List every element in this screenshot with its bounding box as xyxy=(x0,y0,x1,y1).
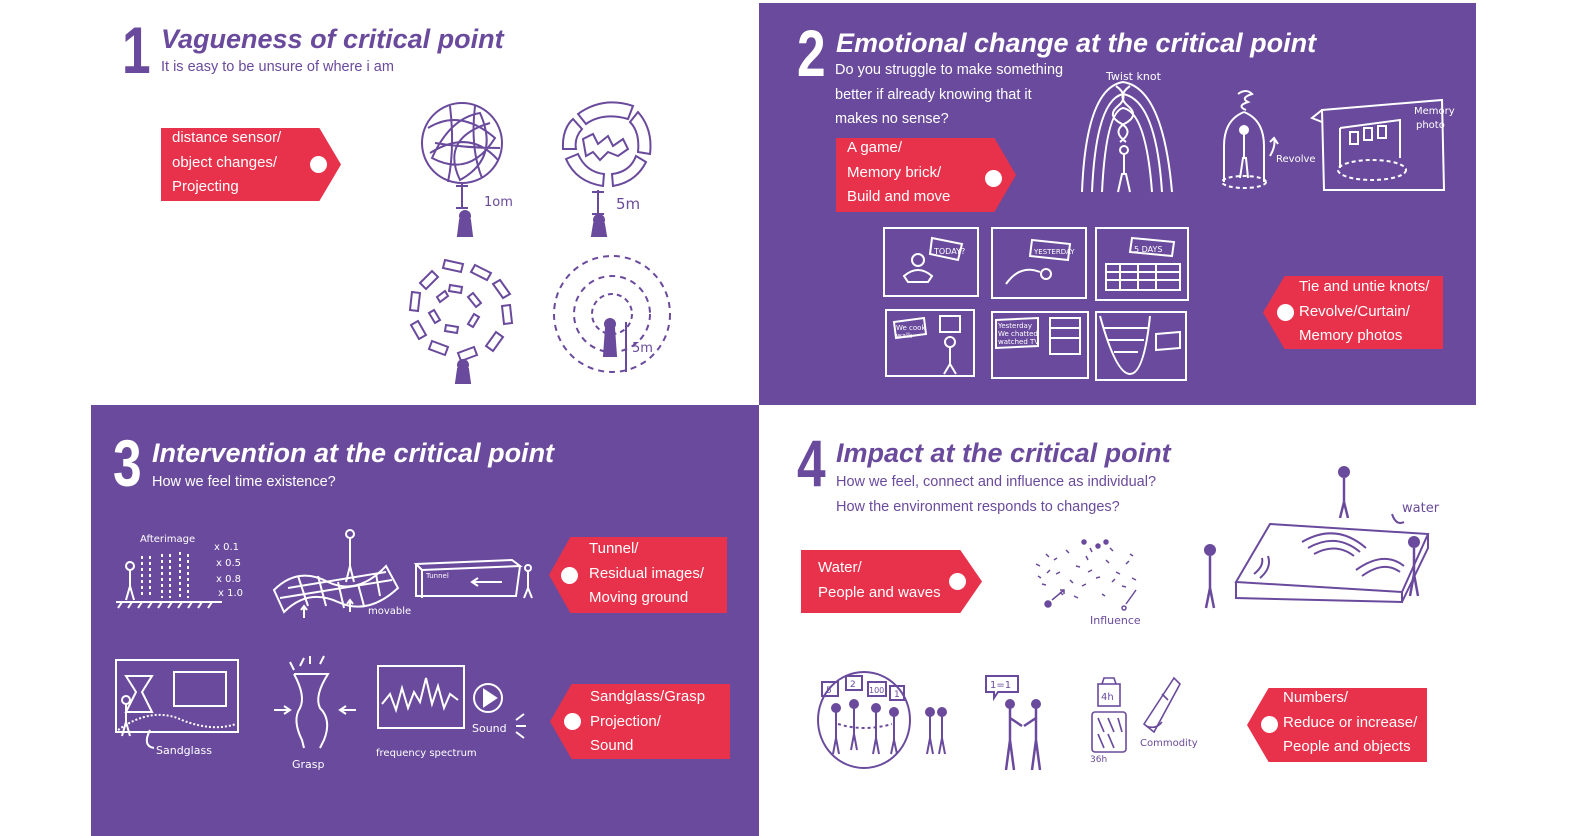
sketch-label: Influence xyxy=(1090,614,1141,627)
section-title: Vagueness of critical point xyxy=(161,24,504,54)
one-equals-one-sketch: 1=1 xyxy=(985,675,1042,771)
tunnel-sketch: Tunnel xyxy=(413,558,533,599)
sketch-label: water xyxy=(1402,501,1440,516)
section-subtitle: It is easy to be unsure of where i am xyxy=(161,59,394,75)
memory-photo-sketch: Memory photo xyxy=(1310,98,1455,191)
feature-tag: Tie and untie knots/ Revolve/Curtain/ Me… xyxy=(1263,276,1443,349)
sketch-label: We chatted xyxy=(998,330,1038,338)
number-people-sketch: 5 2 100 1 xyxy=(817,671,947,769)
section-number: 3 xyxy=(113,426,142,500)
feature-tag: Tunnel/ Residual images/ Moving ground xyxy=(549,537,727,613)
sketch-label: Grasp xyxy=(292,758,325,771)
dashed-radius-sketch: 5m xyxy=(553,255,671,373)
sketch-label: Twist knot xyxy=(1105,70,1162,83)
sketch-label: 36h xyxy=(1090,755,1107,765)
section-subtitle: How we feel, connect and influence as in… xyxy=(836,474,1157,515)
feature-tag: distance sensor/ object changes/ Project… xyxy=(161,128,341,201)
influence-sketch: Influence xyxy=(1035,539,1141,627)
sketch-label: watched TV xyxy=(998,338,1039,346)
sketch-label: x 0.1 xyxy=(214,542,239,553)
sketch-label: frequency spectrum xyxy=(376,748,477,759)
afterimage-sketch: Afterimage x 0.1 x 0.5 x 0.8 x 1.0 xyxy=(116,534,243,609)
water-platform-sketch: water xyxy=(1204,466,1440,609)
scattered-fragments-sketch xyxy=(408,258,514,384)
sketch-label: Sandglass xyxy=(156,744,212,757)
tag-dot-icon xyxy=(1261,716,1278,733)
tag-dot-icon xyxy=(1277,304,1294,321)
sketch-label: Revolve xyxy=(1276,154,1316,165)
frequency-spectrum-sketch: Sound frequency spectrum xyxy=(376,665,526,759)
sketch-label: 2 xyxy=(850,680,856,690)
section-number: 2 xyxy=(797,16,826,90)
section-3-panel xyxy=(91,405,759,836)
commodity-sketch: 4h 36h Commodity xyxy=(1090,676,1198,765)
sketch-label: 5 xyxy=(826,686,832,696)
fragmented-sphere-sketch: 5m xyxy=(561,101,652,237)
sketch-label: Memory xyxy=(1414,106,1455,117)
tangled-ball-sketch: 1om xyxy=(421,102,513,237)
sketch-label: Tunnel xyxy=(425,572,449,580)
sketch-label: Yesterday xyxy=(997,322,1032,330)
sketch-label: Sound xyxy=(472,722,507,735)
section-subtitle: How we feel time existence? xyxy=(152,474,336,490)
movable-ground-sketch: movable xyxy=(272,529,411,618)
sketch-label: 1=1 xyxy=(990,680,1011,691)
twist-knot-sketch: Twist knot xyxy=(1081,70,1173,193)
section-subtitle: Do you struggle to make something better… xyxy=(835,62,1064,127)
sketch-label: 100 xyxy=(869,686,884,695)
section-title: Emotional change at the critical point xyxy=(836,28,1317,58)
tag-dot-icon xyxy=(985,170,1002,187)
sketch-label: movable xyxy=(368,606,411,617)
sketch-label: x 0.8 xyxy=(216,574,241,585)
section-title: Intervention at the critical point xyxy=(152,438,555,468)
sketch-label: We cook xyxy=(896,324,926,332)
feature-tag: Sandglass/Grasp Projection/ Sound xyxy=(550,684,730,759)
sketch-label: x 0.5 xyxy=(216,558,241,569)
sketch-label: x 1.0 xyxy=(218,588,243,599)
sketch-label: 1om xyxy=(484,195,513,210)
feature-tag: Water/ People and waves xyxy=(801,550,982,613)
sketch-label: 5 DAYS xyxy=(1134,245,1162,254)
sketch-label: walk xyxy=(896,332,913,340)
feature-tag: Numbers/ Reduce or increase/ People and … xyxy=(1247,688,1427,762)
tag-dot-icon xyxy=(564,713,581,730)
section-number: 1 xyxy=(122,13,151,87)
grasp-sketch: Grasp xyxy=(274,655,356,771)
sketch-label: Commodity xyxy=(1140,738,1198,749)
section-number: 4 xyxy=(797,426,826,500)
sketch-label: TODAY? xyxy=(933,247,965,256)
tag-dot-icon xyxy=(949,573,966,590)
memory-brick-storyboard: TODAY? YESTERDAY 5 DAYS We cook walk Yes… xyxy=(883,227,1189,381)
sketch-label: 5m xyxy=(632,341,653,356)
sketch-label: 1 xyxy=(894,690,900,700)
sketch-label: Afterimage xyxy=(140,534,195,545)
revolve-sketch: Revolve xyxy=(1221,90,1316,189)
tag-dot-icon xyxy=(310,156,327,173)
sketch-label: 5m xyxy=(616,195,640,213)
feature-tag: A game/ Memory brick/ Build and move xyxy=(836,138,1016,212)
section-title: Impact at the critical point xyxy=(836,438,1171,468)
sketch-label: photo xyxy=(1416,120,1445,131)
sketch-label: YESTERDAY xyxy=(1033,248,1075,256)
sketch-label: 4h xyxy=(1101,692,1114,703)
tag-dot-icon xyxy=(561,567,578,584)
sandglass-sketch: Sandglass xyxy=(115,659,239,757)
